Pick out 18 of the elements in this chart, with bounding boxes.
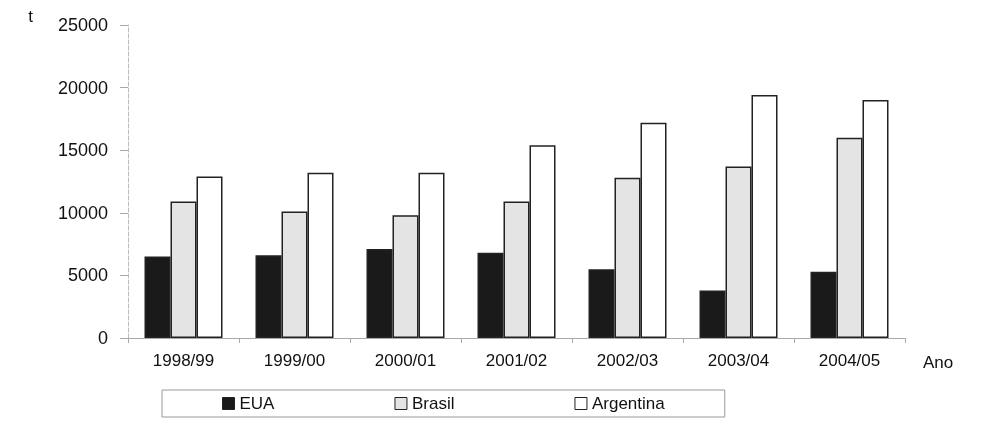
legend-label: Brasil: [411, 394, 455, 413]
x-tick-label: 2001/02: [485, 351, 548, 370]
y-axis-title: t: [28, 7, 34, 26]
x-axis-title: Ano: [923, 353, 954, 372]
y-tick-label: 20000: [57, 77, 108, 98]
legend-label: Argentina: [591, 394, 666, 413]
x-tick-label: 2004/05: [818, 351, 881, 370]
x-tick-label: 2002/03: [596, 351, 659, 370]
legend-label: EUA: [239, 394, 276, 413]
y-tick-label: 10000: [57, 202, 108, 223]
y-tick-label: 0: [97, 328, 108, 348]
y-tick-label: 25000: [57, 15, 108, 35]
x-tick-label: 2000/01: [374, 351, 437, 370]
y-tick-label: 15000: [57, 140, 108, 161]
x-tick-label: 2003/04: [707, 351, 770, 370]
x-tick-label: 1998/99: [152, 351, 215, 370]
y-tick-label: 5000: [67, 265, 108, 286]
x-tick-label: 1999/00: [263, 351, 326, 370]
